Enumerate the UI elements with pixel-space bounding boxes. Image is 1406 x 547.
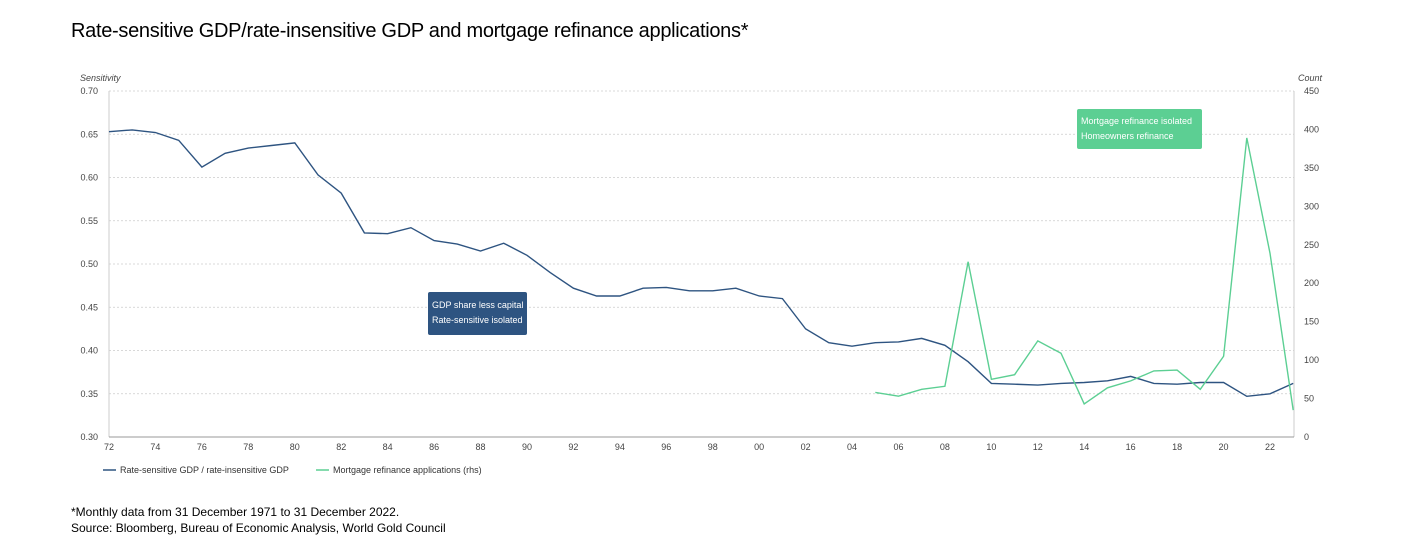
annotation-text-gdp-overlap: Rate-sensitive isolated bbox=[432, 315, 523, 325]
footnote: *Monthly data from 31 December 1971 to 3… bbox=[71, 505, 400, 519]
x-tick-label: 78 bbox=[243, 442, 253, 452]
x-tick-label: 94 bbox=[615, 442, 625, 452]
x-tick-label: 14 bbox=[1079, 442, 1089, 452]
legend-label-refi: Mortgage refinance applications (rhs) bbox=[333, 465, 482, 475]
series-line-gdp bbox=[108, 129, 1294, 398]
x-tick-label: 92 bbox=[568, 442, 578, 452]
x-tick-label: 82 bbox=[336, 442, 346, 452]
series-line-refi bbox=[875, 137, 1294, 411]
y2-tick-label: 250 bbox=[1304, 240, 1319, 250]
y-tick-label: 0.55 bbox=[80, 216, 98, 226]
y-tick-label: 0.70 bbox=[80, 86, 98, 96]
x-tick-label: 98 bbox=[708, 442, 718, 452]
x-tick-label: 02 bbox=[801, 442, 811, 452]
y2-tick-label: 50 bbox=[1304, 394, 1314, 404]
x-tick-label: 90 bbox=[522, 442, 532, 452]
annotation-text-refi-overlap: Homeowners refinance bbox=[1081, 131, 1174, 141]
x-tick-label: 20 bbox=[1219, 442, 1229, 452]
x-tick-label: 88 bbox=[476, 442, 486, 452]
y2-tick-label: 150 bbox=[1304, 317, 1319, 327]
x-tick-label: 74 bbox=[150, 442, 160, 452]
annotation-box-refi bbox=[1077, 109, 1202, 149]
y-tick-label: 0.35 bbox=[80, 389, 98, 399]
y2-tick-label: 0 bbox=[1304, 432, 1309, 442]
y2-tick-label: 300 bbox=[1304, 201, 1319, 211]
y2-tick-label: 100 bbox=[1304, 355, 1319, 365]
x-tick-label: 10 bbox=[986, 442, 996, 452]
y-axis-title: Sensitivity bbox=[80, 73, 121, 83]
x-tick-label: 72 bbox=[104, 442, 114, 452]
x-tick-label: 96 bbox=[661, 442, 671, 452]
y-tick-label: 0.30 bbox=[80, 432, 98, 442]
y2-tick-label: 200 bbox=[1304, 278, 1319, 288]
x-tick-label: 16 bbox=[1126, 442, 1136, 452]
x-tick-label: 76 bbox=[197, 442, 207, 452]
x-tick-label: 86 bbox=[429, 442, 439, 452]
x-tick-label: 08 bbox=[940, 442, 950, 452]
annotation-text-refi: Mortgage refinance isolated bbox=[1081, 116, 1192, 126]
x-tick-label: 80 bbox=[290, 442, 300, 452]
chart-title: Rate-sensitive GDP/rate-insensitive GDP … bbox=[71, 20, 749, 42]
x-tick-label: 00 bbox=[754, 442, 764, 452]
y-tick-label: 0.45 bbox=[80, 302, 98, 312]
y2-tick-label: 450 bbox=[1304, 86, 1319, 96]
x-tick-label: 84 bbox=[383, 442, 393, 452]
x-tick-label: 18 bbox=[1172, 442, 1182, 452]
y-tick-label: 0.50 bbox=[80, 259, 98, 269]
y2-tick-label: 400 bbox=[1304, 124, 1319, 134]
y-tick-label: 0.40 bbox=[80, 346, 98, 356]
annotation-box-gdp bbox=[428, 292, 527, 335]
legend-label-gdp: Rate-sensitive GDP / rate-insensitive GD… bbox=[120, 465, 289, 475]
source-note: Source: Bloomberg, Bureau of Economic An… bbox=[71, 521, 446, 535]
y-tick-label: 0.60 bbox=[80, 173, 98, 183]
y-tick-label: 0.65 bbox=[80, 129, 98, 139]
y2-tick-label: 350 bbox=[1304, 163, 1319, 173]
y2-axis-title: Count bbox=[1298, 73, 1323, 83]
x-tick-label: 06 bbox=[893, 442, 903, 452]
x-tick-label: 04 bbox=[847, 442, 857, 452]
x-tick-label: 22 bbox=[1265, 442, 1275, 452]
annotation-text-gdp: GDP share less capital bbox=[432, 300, 523, 310]
x-tick-label: 12 bbox=[1033, 442, 1043, 452]
